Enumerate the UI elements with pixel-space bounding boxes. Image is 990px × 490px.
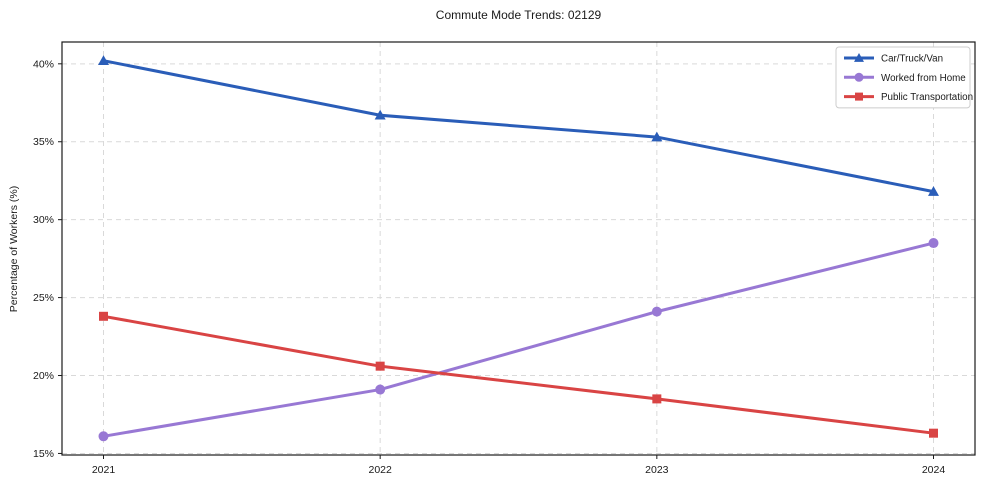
chart-title: Commute Mode Trends: 02129: [435, 8, 602, 22]
data-point-marker-car-truck-van: [374, 109, 386, 120]
plot-frame: [61, 41, 976, 456]
x-tick-label: 2021: [92, 464, 116, 476]
data-point-marker-public-transportation: [929, 428, 938, 438]
legend-marker-public-transportation: [855, 92, 863, 101]
data-point-marker-worked-from-home: [651, 306, 662, 317]
legend-label-car-truck-van: Car/Truck/Van: [881, 54, 943, 65]
y-tick-label: 25%: [33, 292, 54, 304]
data-point-marker-public-transportation: [652, 394, 662, 404]
y-tick-label: 40%: [33, 58, 54, 70]
y-tick-label: 35%: [33, 136, 54, 148]
series-line-worked-from-home: [102, 241, 935, 438]
data-point-marker-worked-from-home: [928, 238, 939, 249]
y-tick-label: 30%: [33, 214, 54, 226]
data-point-marker-public-transportation: [99, 311, 108, 321]
y-tick-label: 15%: [33, 448, 54, 460]
series-line-public-transportation: [102, 314, 935, 435]
legend-label-worked-from-home: Worked from Home: [881, 73, 966, 84]
legend-marker-car-truck-van: [854, 53, 864, 62]
legend-box: [835, 46, 971, 109]
x-tick-label: 2024: [922, 464, 946, 476]
y-tick-label: 20%: [33, 370, 54, 382]
data-point-marker-worked-from-home: [375, 384, 386, 395]
series-line-car-truck-van: [102, 59, 935, 194]
data-point-marker-worked-from-home: [98, 431, 109, 442]
data-point-marker-public-transportation: [375, 361, 385, 371]
data-point-marker-car-truck-van: [928, 186, 939, 196]
legend-label-public-transportation: Public Transportation: [881, 92, 973, 103]
x-tick-label: 2022: [368, 464, 392, 476]
data-point-marker-car-truck-van: [651, 131, 663, 142]
data-point-marker-car-truck-van: [98, 55, 109, 65]
legend-marker-worked-from-home: [854, 72, 864, 82]
x-tick-label: 2023: [645, 464, 669, 476]
